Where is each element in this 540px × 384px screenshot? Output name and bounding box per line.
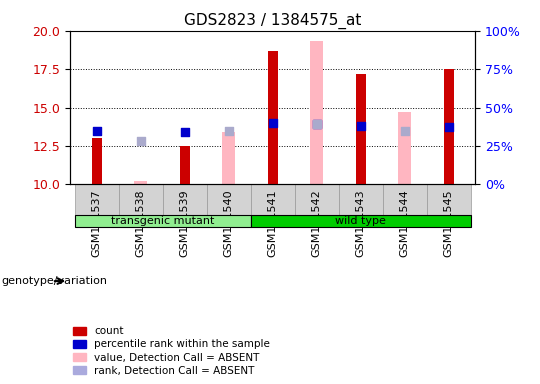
Point — [313, 121, 321, 127]
FancyBboxPatch shape — [383, 184, 427, 215]
Bar — [92, 138, 102, 184]
Bar — [444, 69, 454, 184]
FancyBboxPatch shape — [295, 184, 339, 215]
Point — [401, 127, 409, 134]
Point — [356, 123, 365, 129]
FancyBboxPatch shape — [427, 184, 471, 215]
Legend: count, percentile rank within the sample, value, Detection Call = ABSENT, rank, : count, percentile rank within the sample… — [70, 323, 273, 379]
Point — [268, 120, 277, 126]
Bar — [222, 132, 235, 184]
Bar — [356, 74, 366, 184]
Text: genotype/variation: genotype/variation — [1, 276, 107, 286]
FancyBboxPatch shape — [251, 184, 295, 215]
Title: GDS2823 / 1384575_at: GDS2823 / 1384575_at — [184, 13, 361, 29]
Bar — [310, 41, 323, 184]
Bar — [398, 112, 411, 184]
Point — [92, 127, 101, 134]
Text: wild type: wild type — [335, 216, 386, 226]
Bar — [180, 146, 190, 184]
FancyBboxPatch shape — [207, 184, 251, 215]
Point — [224, 127, 233, 134]
Text: transgenic mutant: transgenic mutant — [111, 216, 214, 226]
Point — [180, 129, 189, 135]
FancyBboxPatch shape — [75, 184, 119, 215]
FancyBboxPatch shape — [75, 215, 251, 227]
Point — [136, 138, 145, 144]
FancyBboxPatch shape — [163, 184, 207, 215]
FancyBboxPatch shape — [251, 215, 471, 227]
Point — [313, 121, 321, 127]
FancyBboxPatch shape — [339, 184, 383, 215]
Point — [444, 124, 453, 131]
Bar — [134, 181, 147, 184]
Bar — [268, 51, 278, 184]
FancyBboxPatch shape — [119, 184, 163, 215]
